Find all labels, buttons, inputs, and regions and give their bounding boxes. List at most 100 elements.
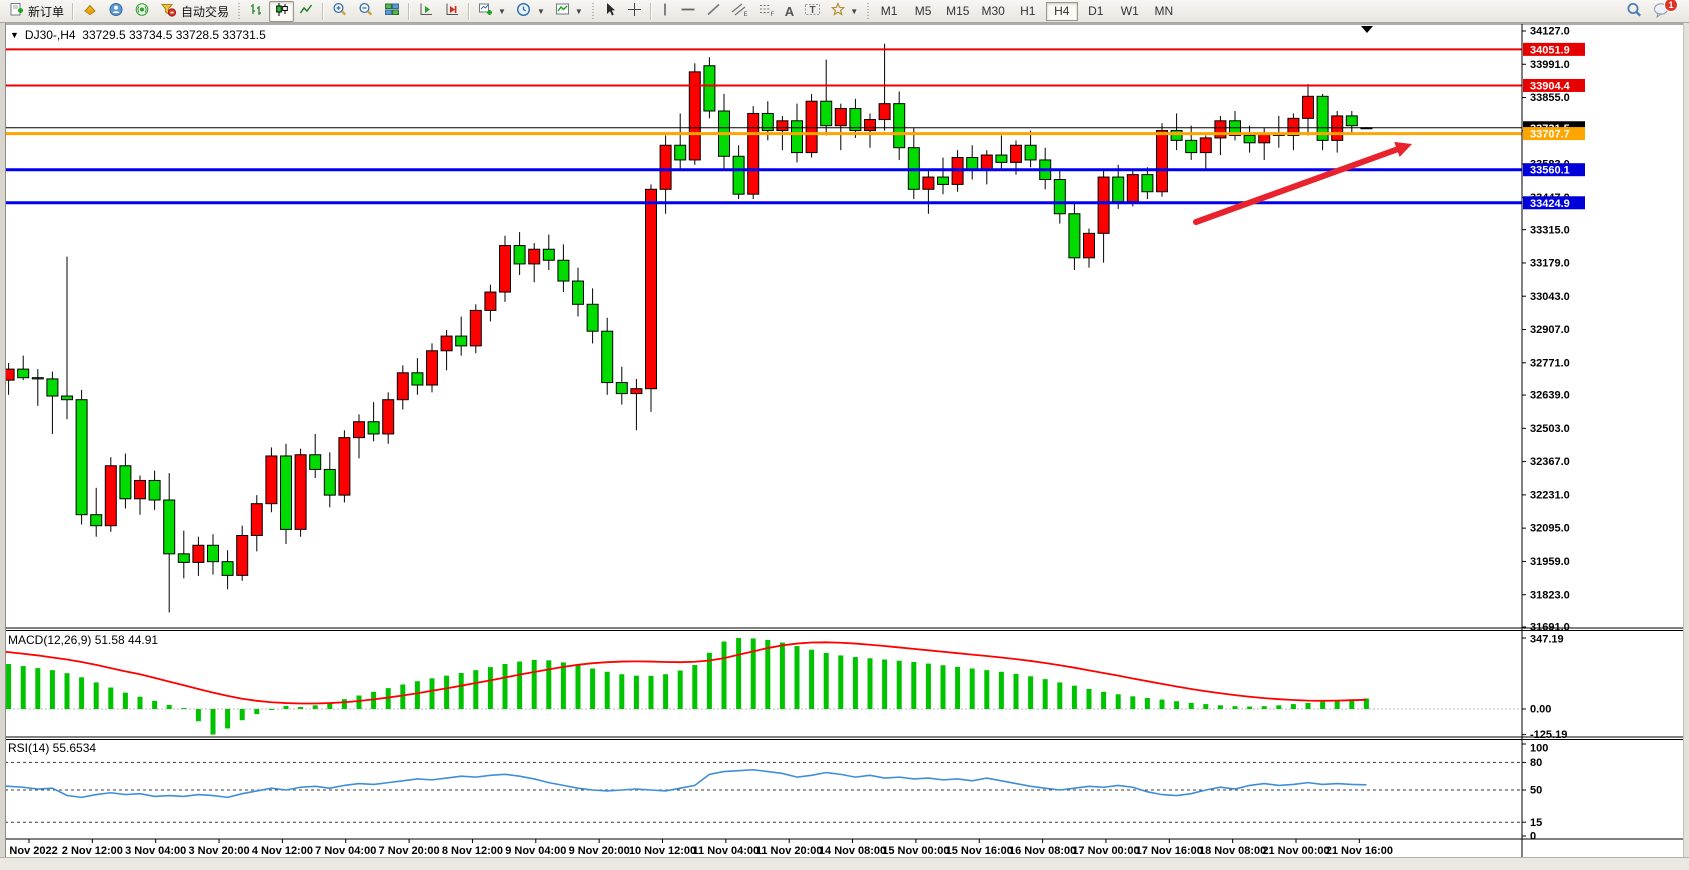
macd-bar [1232, 706, 1238, 709]
vertical-line-button[interactable] [655, 1, 675, 22]
candle [922, 169, 935, 214]
signals-button[interactable] [129, 1, 155, 22]
timeframe-button-h4[interactable]: H4 [1045, 1, 1078, 21]
time-axis[interactable]: 1 Nov 2022 2 Nov 12:00 3 Nov 04:00 3 Nov 20… [0, 839, 1393, 857]
auto-scroll-button[interactable] [439, 1, 465, 22]
toolbar-grip [237, 3, 242, 19]
new-order-label: 新订单 [28, 4, 65, 19]
macd-axis: 347.19 0.00 -125.19 [1522, 634, 1567, 741]
chart-background [0, 23, 1689, 858]
new-chart-button[interactable]: ▼ [473, 1, 511, 22]
candle [1185, 125, 1198, 160]
indicators-button[interactable]: ▼ [550, 1, 588, 22]
macd-tick-label: 0.00 [1530, 704, 1551, 716]
macd-bar [210, 709, 216, 735]
arrow-objects-button[interactable]: ▼ [826, 1, 863, 22]
tile-windows-icon [384, 2, 400, 20]
candle [542, 234, 555, 271]
time-tick-label: 7 Nov 20:00 [379, 845, 440, 857]
market-button[interactable] [77, 1, 103, 22]
candle [353, 414, 365, 459]
candle [586, 288, 599, 344]
macd-bar [20, 666, 26, 709]
timeframe-button-m1[interactable]: M1 [880, 3, 898, 18]
macd-bar [1217, 705, 1223, 709]
crosshair-button[interactable] [622, 1, 647, 22]
macd-bar [1349, 699, 1355, 709]
candle [265, 447, 278, 513]
candle [177, 530, 190, 579]
macd-bar [239, 709, 245, 721]
candle [396, 365, 409, 410]
chart-canvas[interactable]: 34127.033991.033855.033719.033583.033447… [0, 23, 1689, 865]
macd-bar [1115, 694, 1121, 709]
time-tick-label: 3 Nov 20:00 [188, 845, 249, 857]
bar-chart-button[interactable] [244, 1, 269, 22]
timeframe-button-m15[interactable]: M15 [946, 3, 970, 18]
rsi-tick-label: 15 [1530, 817, 1542, 829]
vertical-line-icon [660, 2, 670, 20]
candle [1083, 228, 1095, 268]
chat-button[interactable]: 1 [1648, 0, 1678, 22]
level-price-badge: 33707.7 [1523, 127, 1585, 141]
timeframe-button-d1[interactable]: D1 [1088, 3, 1104, 18]
candle [659, 135, 672, 214]
indicators-icon [555, 2, 570, 20]
search-button[interactable] [1621, 1, 1648, 22]
candle [367, 402, 380, 442]
macd-bar [1042, 679, 1048, 709]
timeframe-button-mn[interactable]: MN [1154, 3, 1174, 18]
chart-shift-marker[interactable] [1361, 26, 1373, 33]
macd-bar [1305, 702, 1311, 709]
svg-text:33707.7: 33707.7 [1530, 129, 1570, 141]
macd-bar [604, 671, 610, 709]
one-click-trading-toggle-icon[interactable]: ▼ [10, 30, 19, 40]
timeframe-button-m5[interactable]: M5 [914, 3, 932, 18]
macd-bar [152, 700, 158, 709]
new-order-button[interactable]: 新订单 [4, 1, 69, 22]
level-price-badge: 34051.9 [1523, 42, 1585, 56]
macd-bar [400, 684, 406, 709]
text-button[interactable]: A [780, 1, 799, 22]
chevron-down-icon: ▼ [536, 6, 545, 16]
candle [455, 316, 468, 356]
line-chart-button[interactable] [294, 1, 319, 22]
chart-shift-button[interactable] [413, 1, 439, 22]
cursor-button[interactable] [598, 1, 622, 22]
macd-bar [882, 659, 888, 709]
horizontal-line-button[interactable] [675, 1, 701, 22]
zoom-in-button[interactable] [327, 1, 353, 22]
candle [1024, 130, 1037, 168]
community-button[interactable] [103, 1, 129, 22]
trend-arrow[interactable] [1193, 141, 1412, 225]
candlestick-chart-icon [274, 2, 289, 20]
arrow-objects-icon [830, 2, 846, 20]
timeframe-button-m30[interactable]: M30 [981, 3, 1005, 18]
macd-bar [1290, 704, 1296, 709]
tile-windows-button[interactable] [379, 1, 405, 22]
candlestick-chart-button[interactable] [269, 0, 295, 22]
macd-bar [560, 662, 566, 709]
trend-line-button[interactable] [701, 1, 726, 22]
timeframe-button-w1[interactable]: W1 [1120, 3, 1139, 18]
candle [1302, 84, 1314, 136]
timeframe-button-h1[interactable]: H1 [1020, 3, 1036, 18]
candle [601, 317, 614, 395]
autotrading-button[interactable]: 自动交易 [155, 1, 234, 22]
fibonacci-button[interactable]: F [753, 1, 780, 22]
candle [163, 473, 176, 613]
candle [323, 452, 336, 508]
macd-bar [1144, 697, 1150, 709]
trend-line-icon [706, 2, 721, 20]
equidistant-channel-button[interactable]: E [726, 1, 753, 22]
svg-text:33424.9: 33424.9 [1530, 198, 1570, 210]
timeframe-clock-button[interactable]: ▼ [511, 1, 550, 22]
macd-bar [1130, 696, 1136, 709]
zoom-out-button[interactable] [353, 1, 379, 22]
text-label-button[interactable]: T [799, 1, 826, 22]
price-tick-label: 31691.0 [1530, 622, 1570, 634]
time-tick-label: 21 Nov 00:00 [1262, 845, 1329, 857]
time-tick-label: 1 Nov 2022 [0, 845, 57, 857]
time-tick-label: 11 Nov 04:00 [693, 845, 760, 857]
macd-bar [648, 675, 654, 709]
